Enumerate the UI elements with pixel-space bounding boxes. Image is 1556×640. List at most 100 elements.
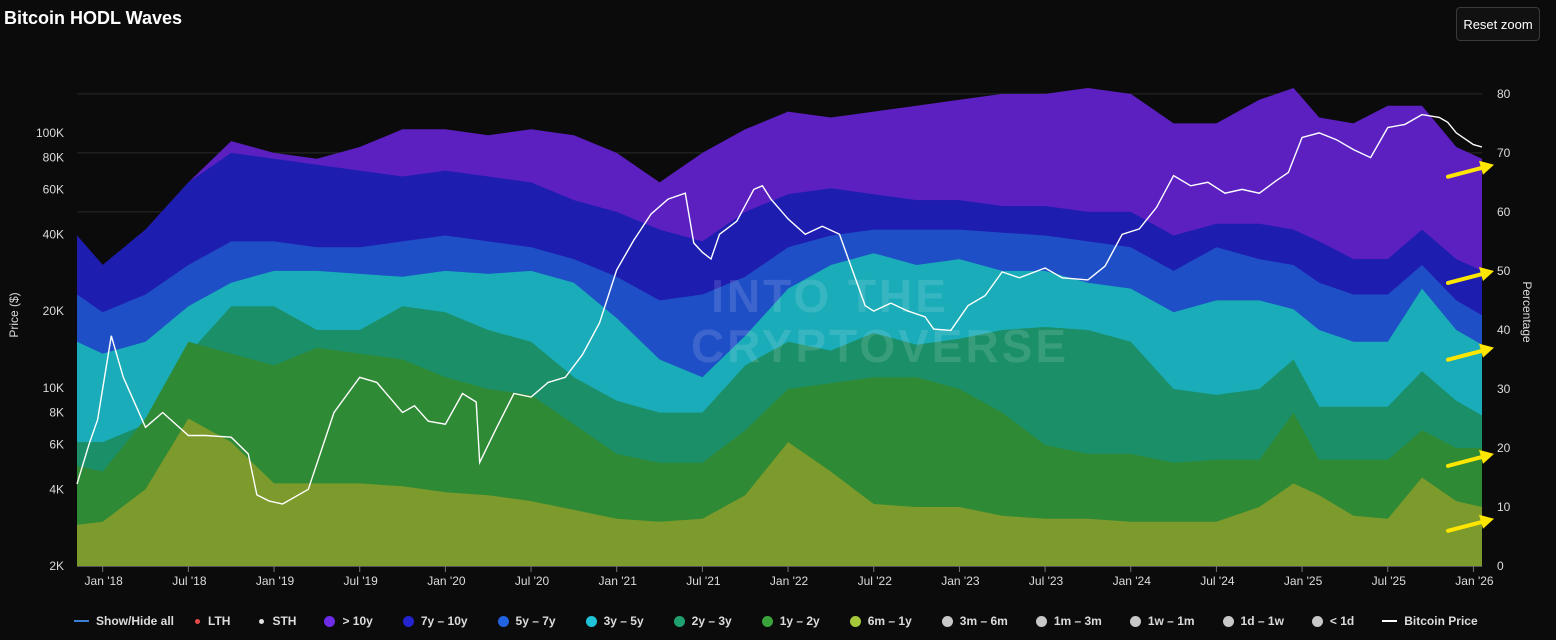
reset-zoom-button[interactable]: Reset zoom xyxy=(1456,7,1540,41)
legend-item-1d-1w[interactable]: 1d – 1w xyxy=(1222,614,1284,628)
legend-item-10y[interactable]: > 10y xyxy=(324,614,373,628)
legend-label: LTH xyxy=(208,614,231,628)
legend-item-5y-7y[interactable]: 5y – 7y xyxy=(497,614,556,628)
legend-line-icon xyxy=(74,620,89,622)
wave-areas xyxy=(77,88,1482,566)
legend-item-show-hide-all[interactable]: Show/Hide all xyxy=(74,614,174,628)
legend-dot-icon xyxy=(761,615,773,627)
x-tick-label: Jul '22 xyxy=(858,574,893,588)
watermark-line-2: CRYPTOVERSE xyxy=(691,320,1069,372)
y-left-tick-label: 40K xyxy=(43,227,64,241)
legend-label: < 1d xyxy=(1329,614,1355,628)
legend: Show/Hide all LTH STH > 10y 7y – 10y 5y – 7y 3… xyxy=(74,611,1478,631)
y-right-tick-label: 60 xyxy=(1497,205,1511,219)
legend-label: 6m – 1y xyxy=(867,614,912,628)
legend-item-2y-3y[interactable]: 2y – 3y xyxy=(673,614,732,628)
legend-item-sth[interactable]: STH xyxy=(256,614,296,628)
x-tick-label: Jul '20 xyxy=(515,574,550,588)
x-tick-label: Jul '25 xyxy=(1372,574,1407,588)
legend-item-1d[interactable]: < 1d xyxy=(1311,614,1355,628)
legend-dot-icon xyxy=(259,618,265,624)
legend-dot-icon xyxy=(941,615,953,627)
x-tick-label: Jan '22 xyxy=(770,574,809,588)
legend-label: 3y – 5y xyxy=(603,614,644,628)
y-left-tick-label: 4K xyxy=(49,482,64,496)
x-tick-label: Jan '18 xyxy=(85,574,124,588)
watermark-line-1: INTO THE xyxy=(711,270,949,322)
x-tick-label: Jul '19 xyxy=(344,574,379,588)
annotation-arrow xyxy=(1446,266,1494,285)
x-tick-label: Jan '19 xyxy=(256,574,295,588)
legend-dot-icon xyxy=(497,615,509,627)
legend-label: 1w – 1m xyxy=(1147,614,1195,628)
legend-item-bitcoin-price[interactable]: Bitcoin Price xyxy=(1382,614,1478,628)
legend-label: 3m – 6m xyxy=(959,614,1008,628)
legend-dot-icon xyxy=(673,615,685,627)
x-tick-label: Jan '21 xyxy=(599,574,638,588)
y-left-tick-label: 10K xyxy=(43,381,64,395)
y-right-tick-label: 0 xyxy=(1497,559,1504,573)
legend-line-icon xyxy=(1382,620,1398,622)
y-left-tick-label: 6K xyxy=(49,437,64,451)
y-left-axis-label: Price ($) xyxy=(7,292,21,337)
annotation-arrow xyxy=(1446,160,1494,179)
legend-item-3m-6m[interactable]: 3m – 6m xyxy=(941,614,1008,628)
legend-item-1y-2y[interactable]: 1y – 2y xyxy=(761,614,820,628)
legend-label: Show/Hide all xyxy=(96,614,175,628)
chart-title: Bitcoin HODL Waves xyxy=(4,8,183,28)
legend-label: STH xyxy=(272,614,297,628)
legend-item-3y-5y[interactable]: 3y – 5y xyxy=(585,614,644,628)
legend-item-1w-1m[interactable]: 1w – 1m xyxy=(1129,614,1195,628)
x-tick-label: Jan '26 xyxy=(1455,574,1494,588)
legend-dot-icon xyxy=(849,615,861,627)
legend-label: 1m – 3m xyxy=(1053,614,1102,628)
bitcoin-price-line xyxy=(76,113,1483,505)
y-left-tick-label: 2K xyxy=(49,559,64,573)
legend-dot-icon xyxy=(1222,615,1234,627)
y-left-tick-label: 8K xyxy=(49,406,64,420)
x-tick-label: Jul '21 xyxy=(686,574,721,588)
legend-dot-icon xyxy=(1035,615,1047,627)
x-tick-label: Jan '25 xyxy=(1284,574,1323,588)
annotation-arrow xyxy=(1446,343,1494,362)
axes: 2K 4K 6K 8K 10K 20K 40K 60K 80K 100K 0 10 20 30 40 50 60… xyxy=(36,87,1511,588)
legend-dot-icon xyxy=(195,618,201,624)
x-tick-label: Jan '20 xyxy=(427,574,466,588)
legend-label: > 10y xyxy=(342,614,373,628)
y-left-tick-label: 20K xyxy=(43,304,64,318)
y-right-tick-label: 30 xyxy=(1497,382,1511,396)
x-tick-label: Jul '23 xyxy=(1029,574,1064,588)
legend-dot-icon xyxy=(1311,615,1323,627)
watermark: INTO THE CRYPTOVERSE xyxy=(691,270,1069,372)
y-right-tick-label: 10 xyxy=(1497,500,1511,514)
annotation-arrows xyxy=(1446,160,1494,533)
legend-item-lth[interactable]: LTH xyxy=(192,614,230,628)
x-tick-label: Jul '24 xyxy=(1200,574,1235,588)
area-6m-1y xyxy=(77,418,1482,566)
legend-dot-icon xyxy=(402,615,414,627)
y-right-axis-label: Percentage xyxy=(1520,281,1534,343)
legend-dot-icon xyxy=(585,615,597,627)
annotation-arrow xyxy=(1446,449,1494,468)
x-tick-label: Jul '18 xyxy=(172,574,207,588)
y-left-tick-label: 100K xyxy=(36,126,64,140)
legend-item-7y-10y[interactable]: 7y – 10y xyxy=(402,614,468,628)
legend-item-6m-1y[interactable]: 6m – 1y xyxy=(849,614,912,628)
y-left-tick-label: 80K xyxy=(43,151,64,165)
legend-dot-icon xyxy=(324,615,336,627)
price-line-layer xyxy=(76,113,1483,505)
annotation-arrow xyxy=(1446,514,1494,533)
legend-label: 1y – 2y xyxy=(779,614,820,628)
legend-label: 2y – 3y xyxy=(691,614,732,628)
y-left-tick-label: 60K xyxy=(43,182,64,196)
y-right-tick-label: 70 xyxy=(1497,146,1511,160)
y-right-tick-label: 80 xyxy=(1497,87,1511,101)
legend-item-1m-3m[interactable]: 1m – 3m xyxy=(1035,614,1102,628)
x-tick-label: Jan '24 xyxy=(1113,574,1152,588)
legend-label: 7y – 10y xyxy=(420,614,468,628)
legend-label: 5y – 7y xyxy=(515,614,556,628)
y-right-tick-label: 40 xyxy=(1497,323,1511,337)
y-right-tick-label: 50 xyxy=(1497,264,1511,278)
y-right-tick-label: 20 xyxy=(1497,441,1511,455)
